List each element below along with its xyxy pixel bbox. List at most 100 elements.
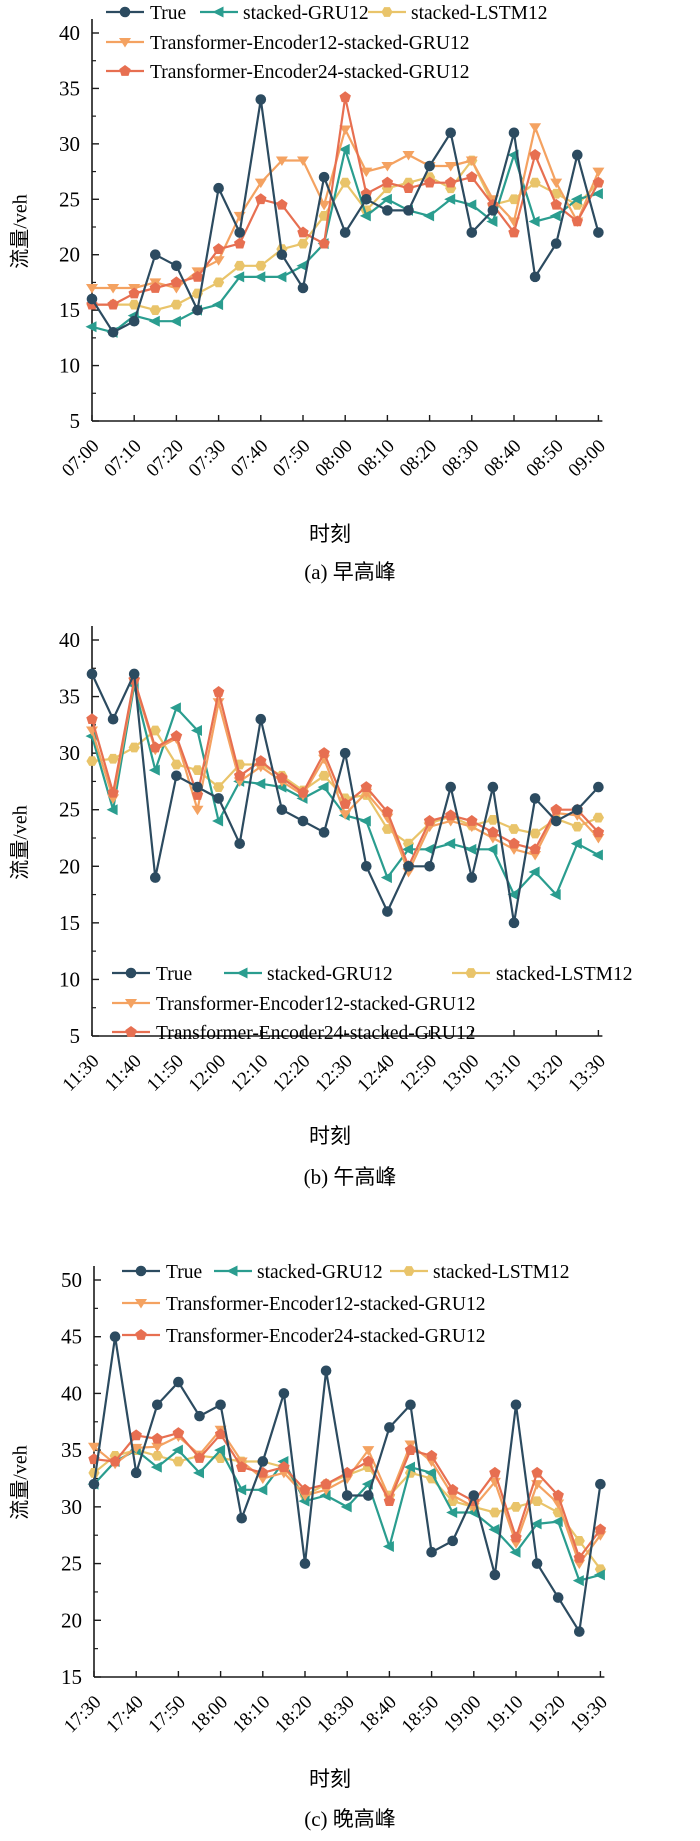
y-axis-label: 流量/veh (9, 805, 32, 880)
svg-text:25: 25 (61, 1552, 82, 1576)
svg-text:12:00: 12:00 (185, 1051, 230, 1096)
series-pentagon (86, 91, 605, 310)
svg-text:07:50: 07:50 (269, 436, 314, 481)
svg-text:25: 25 (59, 798, 80, 822)
svg-text:12:20: 12:20 (269, 1051, 314, 1096)
svg-text:True: True (150, 3, 186, 24)
series-circle (86, 668, 604, 929)
svg-text:08:00: 08:00 (311, 436, 356, 481)
svg-text:18:10: 18:10 (229, 1692, 274, 1737)
svg-text:07:20: 07:20 (142, 436, 187, 481)
svg-text:Transformer-Encoder12-stacked-: Transformer-Encoder12-stacked-GRU12 (156, 994, 475, 1015)
svg-text:07:10: 07:10 (100, 436, 145, 481)
svg-text:19:00: 19:00 (440, 1692, 485, 1737)
svg-text:35: 35 (59, 76, 80, 100)
svg-text:07:30: 07:30 (185, 436, 230, 481)
midday-peak-plot: 5 10 15 20 25 30 35 40 11:3011:4011:5012:0012:10… (59, 626, 632, 1096)
series-circle (86, 94, 604, 338)
svg-text:07:00: 07:00 (58, 436, 103, 481)
series-triangle-left (85, 679, 603, 901)
svg-text:25: 25 (59, 187, 80, 211)
subplot-caption-b: (b) 午高峰 (303, 1165, 397, 1189)
y-axis-label: 流量/veh (9, 1445, 32, 1520)
svg-text:13:00: 13:00 (438, 1051, 483, 1096)
svg-text:19:30: 19:30 (566, 1692, 611, 1737)
x-axis-label: 时刻 (309, 1767, 351, 1791)
svg-text:12:30: 12:30 (311, 1051, 356, 1096)
svg-text:15: 15 (61, 1665, 82, 1689)
svg-text:13:30: 13:30 (564, 1051, 609, 1096)
svg-text:5: 5 (70, 409, 81, 433)
series-pentagon (86, 673, 605, 872)
svg-text:30: 30 (61, 1495, 82, 1519)
svg-text:Transformer-Encoder24-stacked-: Transformer-Encoder24-stacked-GRU12 (156, 1023, 475, 1044)
svg-text:20: 20 (59, 854, 80, 878)
chart-evening-peak: 15 20 25 30 35 40 45 50 17:30 17:40 17:50 18:00 18:1… (0, 1205, 700, 1841)
svg-text:17:30: 17:30 (60, 1692, 105, 1737)
svg-text:stacked-GRU12: stacked-GRU12 (257, 1262, 383, 1283)
svg-text:40: 40 (61, 1381, 82, 1405)
svg-text:Transformer-Encoder12-stacked-: Transformer-Encoder12-stacked-GRU12 (150, 33, 469, 54)
svg-text:12:10: 12:10 (227, 1051, 272, 1096)
svg-text:Transformer-Encoder12-stacked-: Transformer-Encoder12-stacked-GRU12 (166, 1294, 485, 1315)
svg-text:Transformer-Encoder24-stacked-: Transformer-Encoder24-stacked-GRU12 (150, 62, 469, 83)
svg-text:11:30: 11:30 (59, 1051, 104, 1096)
svg-text:20: 20 (59, 243, 80, 267)
svg-text:35: 35 (59, 685, 80, 709)
svg-text:19:20: 19:20 (524, 1692, 569, 1737)
svg-text:09:00: 09:00 (564, 436, 609, 481)
svg-text:07:40: 07:40 (227, 436, 272, 481)
svg-text:10: 10 (59, 967, 80, 991)
svg-text:20: 20 (61, 1608, 82, 1632)
svg-text:stacked-LSTM12: stacked-LSTM12 (411, 3, 547, 24)
series-circle (88, 1331, 606, 1637)
svg-text:11:50: 11:50 (143, 1051, 188, 1096)
svg-text:45: 45 (61, 1325, 82, 1349)
svg-text:08:10: 08:10 (353, 436, 398, 481)
svg-text:50: 50 (61, 1268, 82, 1292)
svg-text:stacked-GRU12: stacked-GRU12 (267, 964, 393, 985)
svg-text:stacked-GRU12: stacked-GRU12 (243, 3, 369, 24)
svg-text:30: 30 (59, 132, 80, 156)
svg-text:13:10: 13:10 (480, 1051, 525, 1096)
svg-text:08:20: 08:20 (396, 436, 441, 481)
svg-text:18:20: 18:20 (271, 1692, 316, 1737)
svg-text:11:40: 11:40 (101, 1051, 146, 1096)
svg-text:35: 35 (61, 1438, 82, 1462)
svg-text:12:50: 12:50 (396, 1051, 441, 1096)
svg-text:18:40: 18:40 (355, 1692, 400, 1737)
svg-text:13:20: 13:20 (522, 1051, 567, 1096)
svg-text:stacked-LSTM12: stacked-LSTM12 (433, 1262, 569, 1283)
x-axis-label: 时刻 (309, 522, 351, 546)
svg-text:18:50: 18:50 (398, 1692, 443, 1737)
svg-text:stacked-LSTM12: stacked-LSTM12 (496, 964, 632, 985)
svg-text:15: 15 (59, 911, 80, 935)
svg-text:40: 40 (59, 628, 80, 652)
chart-morning-peak: 5 10 15 20 25 30 35 40 07:00 07:10 07:20 07:30 07:40… (0, 0, 700, 605)
morning-peak-plot: 5 10 15 20 25 30 35 40 07:0007:1007:2007:3007:40… (58, 3, 610, 481)
chart-midday-peak: 5 10 15 20 25 30 35 40 11:30 11:40 11:50 12:00 12:10… (0, 605, 700, 1205)
svg-text:08:30: 08:30 (438, 436, 483, 481)
svg-text:17:50: 17:50 (144, 1692, 189, 1737)
svg-text:18:00: 18:00 (187, 1692, 232, 1737)
svg-text:08:40: 08:40 (480, 436, 525, 481)
svg-text:18:30: 18:30 (313, 1692, 358, 1737)
y-axis-label: 流量/veh (9, 194, 32, 269)
series-triangle-left (87, 1444, 605, 1587)
svg-text:12:40: 12:40 (353, 1051, 398, 1096)
svg-text:10: 10 (59, 354, 80, 378)
svg-text:19:10: 19:10 (482, 1692, 527, 1737)
svg-text:15: 15 (59, 298, 80, 322)
svg-text:True: True (156, 964, 192, 985)
svg-text:Transformer-Encoder24-stacked-: Transformer-Encoder24-stacked-GRU12 (166, 1326, 485, 1347)
svg-text:30: 30 (59, 741, 80, 765)
svg-text:40: 40 (59, 21, 80, 45)
subplot-caption-c: (c) 晚高峰 (304, 1807, 396, 1831)
svg-text:08:50: 08:50 (522, 436, 567, 481)
svg-text:True: True (166, 1262, 202, 1283)
x-axis-label: 时刻 (309, 1124, 351, 1148)
subplot-caption-a: (a) 早高峰 (304, 560, 396, 584)
svg-text:5: 5 (70, 1024, 81, 1048)
evening-peak-plot: 15 20 25 30 35 40 45 50 17:3017:4017:5018:0018:1… (60, 1262, 612, 1737)
